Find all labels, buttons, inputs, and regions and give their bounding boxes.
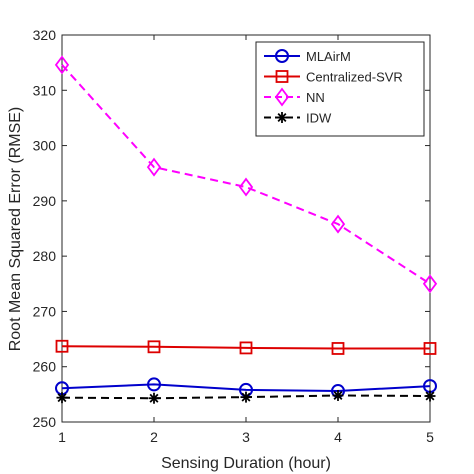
legend-marker bbox=[275, 70, 289, 83]
data-point-idw bbox=[56, 392, 68, 404]
x-axis-ticks: 1 2 3 4 5 bbox=[58, 35, 434, 445]
data-point-idw bbox=[148, 392, 160, 404]
data-point-mlairm bbox=[147, 377, 161, 392]
legend-marker bbox=[276, 112, 288, 123]
legend-item-centralized-svr: Centralized-SVR bbox=[264, 70, 403, 85]
data-point-idw bbox=[240, 391, 252, 403]
data-point-centralized-svr bbox=[423, 342, 437, 355]
x-tick-label: 4 bbox=[334, 429, 342, 445]
data-point-nn bbox=[422, 274, 438, 294]
legend-item-idw: IDW bbox=[264, 111, 332, 126]
series-centralized-svr bbox=[55, 339, 437, 355]
x-axis-label: Sensing Duration (hour) bbox=[161, 455, 331, 472]
data-point-centralized-svr bbox=[55, 339, 69, 353]
series-line-nn bbox=[61, 64, 431, 285]
y-tick-label: 300 bbox=[33, 138, 57, 154]
series-line-mlairm bbox=[61, 383, 431, 393]
legend-marker bbox=[274, 87, 290, 107]
series-layer bbox=[54, 55, 438, 404]
y-tick-label: 280 bbox=[33, 248, 57, 264]
y-tick-label: 260 bbox=[33, 359, 57, 375]
y-axis-label: Root Mean Squared Error (RMSE) bbox=[7, 107, 24, 352]
legend-label: IDW bbox=[306, 111, 332, 126]
y-tick-label: 310 bbox=[33, 82, 57, 98]
y-tick-label: 270 bbox=[33, 303, 57, 319]
y-axis-ticks: 250 260 270 280 290 300 310 320 bbox=[33, 27, 430, 430]
data-point-centralized-svr bbox=[147, 340, 161, 354]
data-point-centralized-svr bbox=[331, 342, 345, 355]
legend-item-mlairm: MLAirM bbox=[264, 49, 351, 64]
series-line-centralized-svr bbox=[61, 345, 430, 350]
legend-item-nn: NN bbox=[264, 87, 325, 107]
y-tick-label: 250 bbox=[33, 414, 57, 430]
x-tick-label: 5 bbox=[426, 429, 434, 445]
x-tick-label: 1 bbox=[58, 429, 66, 445]
series-idw bbox=[56, 389, 436, 404]
data-point-centralized-svr bbox=[239, 341, 253, 355]
legend-marker bbox=[275, 49, 289, 63]
series-nn bbox=[54, 55, 438, 294]
data-point-nn bbox=[238, 177, 254, 197]
y-tick-label: 320 bbox=[33, 27, 57, 43]
legend: MLAirM Centralized-SVR NN IDW bbox=[255, 41, 425, 137]
y-tick-label: 290 bbox=[33, 193, 57, 209]
x-tick-label: 2 bbox=[150, 429, 158, 445]
data-point-nn bbox=[146, 157, 162, 177]
legend-label: NN bbox=[306, 90, 325, 105]
x-tick-label: 3 bbox=[242, 429, 250, 445]
legend-label: Centralized-SVR bbox=[306, 70, 403, 85]
data-point-idw bbox=[424, 390, 436, 402]
data-point-nn bbox=[330, 214, 346, 234]
data-point-nn bbox=[54, 55, 70, 75]
data-point-idw bbox=[332, 389, 344, 401]
legend-label: MLAirM bbox=[306, 49, 351, 64]
